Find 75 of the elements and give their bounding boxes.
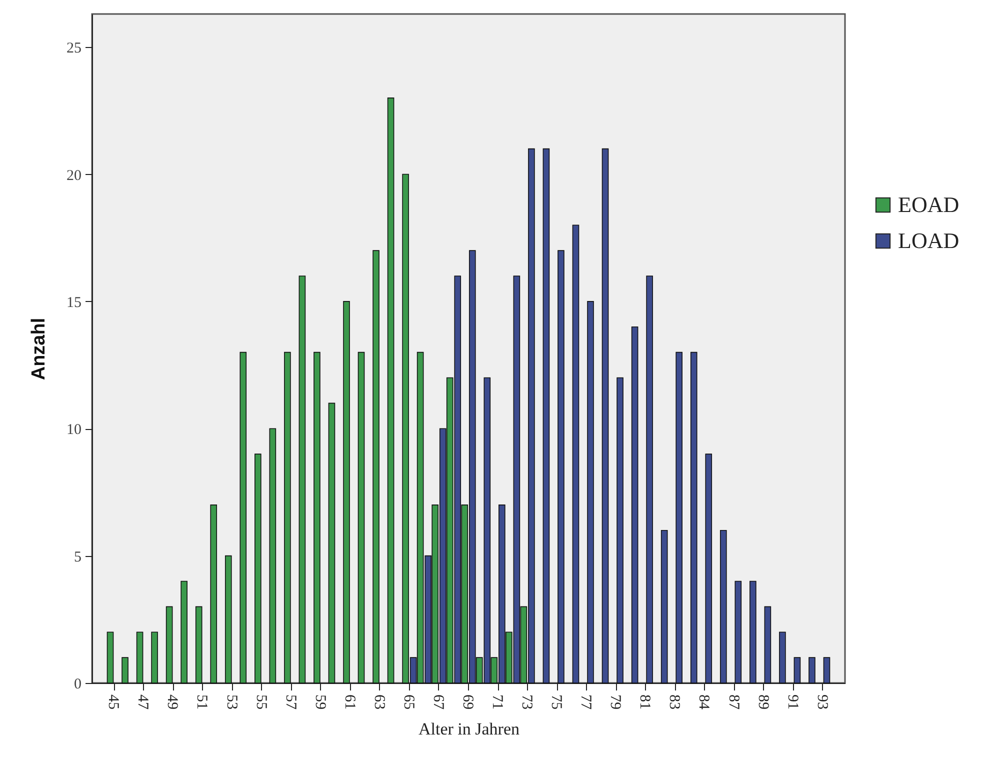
bar [764, 606, 772, 684]
bar [180, 580, 188, 684]
bar [646, 276, 653, 684]
bar [720, 530, 727, 684]
x-tick-label: 77 [578, 694, 594, 710]
bar [254, 454, 262, 684]
x-tick-label: 49 [164, 694, 180, 710]
x-axis-title: Alter in Jahren [418, 720, 520, 738]
bar [136, 632, 144, 684]
bar [690, 352, 698, 684]
bar [298, 276, 306, 684]
bar [660, 530, 668, 684]
x-tick-label: 89 [754, 694, 771, 710]
bar [734, 580, 742, 684]
x-tick-label: 45 [105, 694, 122, 710]
legend-label: EOAD [898, 192, 960, 217]
bar [314, 352, 320, 684]
y-tick-label: 25 [66, 40, 82, 57]
x-tick-label: 71 [489, 694, 506, 710]
bar [387, 98, 394, 684]
bar [676, 352, 682, 684]
x-tick-label: 79 [607, 694, 624, 710]
x-tick-label: 59 [312, 694, 328, 710]
x-tick-label: 84 [696, 694, 712, 710]
x-tick-label: 53 [223, 694, 240, 710]
bar [602, 148, 609, 684]
y-axis-title: Anzahl [28, 318, 50, 380]
bar [224, 555, 232, 684]
bar [372, 250, 380, 684]
x-tick-label: 55 [252, 694, 269, 710]
bar [195, 606, 202, 684]
x-tick-label: 69 [460, 694, 476, 710]
legend-label: LOAD [898, 228, 960, 253]
bar [542, 148, 550, 684]
bar [343, 301, 350, 684]
x-tick-label: 91 [784, 694, 800, 710]
bar [328, 402, 336, 684]
x-tick-label: 61 [341, 694, 358, 710]
bar [794, 657, 801, 684]
x-tick-label: 65 [400, 694, 416, 710]
bar [823, 657, 830, 684]
bar [106, 632, 114, 684]
x-tick-label: 93 [814, 694, 830, 710]
bar [166, 606, 173, 684]
y-tick-label: 15 [66, 294, 82, 311]
bar [587, 301, 594, 684]
x-tick-label: 81 [636, 694, 653, 710]
x-tick-label: 51 [194, 694, 210, 710]
bar [779, 632, 786, 684]
y-tick-label: 5 [74, 549, 82, 566]
y-tick-label: 20 [66, 168, 82, 184]
x-tick-label: 63 [370, 694, 387, 710]
bar [358, 352, 365, 684]
bar [750, 580, 756, 684]
bar [808, 657, 816, 684]
x-tick-label: 67 [430, 694, 446, 710]
bar [151, 632, 158, 684]
bar [269, 428, 276, 684]
bar [210, 504, 218, 684]
x-tick-label: 75 [548, 694, 564, 710]
y-tick-label: 0 [74, 676, 82, 692]
x-tick-label: 57 [282, 694, 298, 710]
bar [240, 352, 247, 684]
x-tick-label: 83 [666, 694, 682, 710]
x-tick-label: 87 [725, 694, 742, 710]
bar [122, 657, 128, 684]
bar [572, 224, 580, 684]
bar [616, 377, 624, 684]
x-tick-label: 47 [134, 694, 151, 710]
bar [631, 326, 638, 684]
bar [705, 454, 712, 684]
bar [558, 250, 564, 684]
bar [284, 352, 291, 684]
x-tick-label: 73 [518, 694, 535, 710]
y-tick-label: 10 [66, 422, 82, 438]
